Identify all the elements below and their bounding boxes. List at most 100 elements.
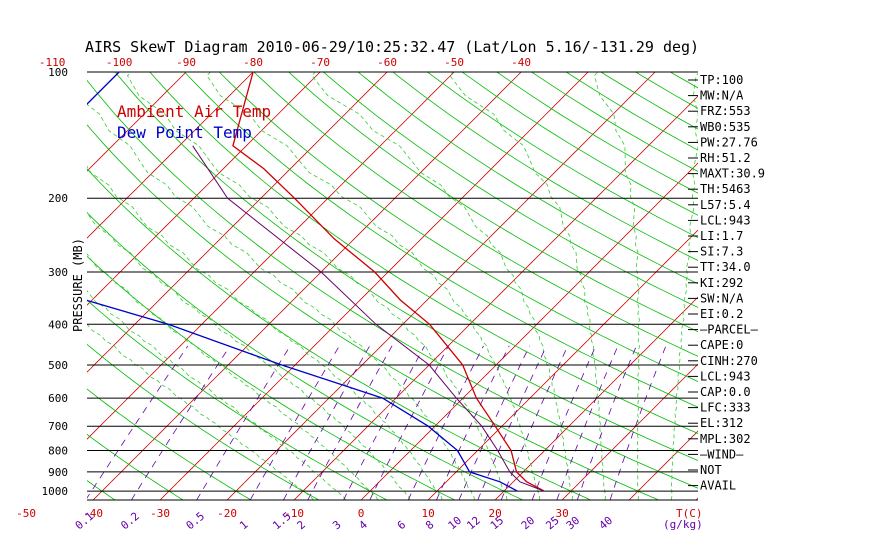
dry-adiabat-line [288,72,698,333]
mixing-ratio-line [609,345,667,500]
pressure-tick-label: 600 [48,392,68,405]
bottom-temp-tick-label: 0 [358,507,365,520]
pressure-tick-label: 900 [48,466,68,479]
mixing-ratio-line [576,345,637,500]
stat-label: EL:312 [700,416,743,430]
dry-adiabat-line [323,72,698,308]
moist-adiabat-line [126,72,508,500]
background-lines [0,72,870,500]
chart-title: AIRS SkewT Diagram 2010-06-29/10:25:32.4… [85,38,699,56]
isotherm-line [87,72,388,373]
stat-label: MAXT:30.9 [700,167,765,181]
stat-label: CAPE:0 [700,338,743,352]
temperature-profile-line [232,72,545,492]
pressure-tick-label: 1000 [42,485,69,498]
legend-dew-label: Dew Point Temp [117,123,252,142]
dry-adiabat-line [844,72,870,500]
moist-adiabat-line [206,72,540,500]
mixing-ratio-label: 40 [597,514,616,532]
dry-adiabat-line [357,72,698,285]
mixing-ratio-line [436,345,510,500]
mixing-ratio-label: 2 [295,518,308,532]
stat-label: RH:51.2 [700,151,751,165]
dry-adiabat-line [87,343,320,500]
stat-label: KI:292 [700,276,743,290]
stat-label: L57:5.4 [700,198,751,212]
mixing-ratio-label: 8 [423,518,436,532]
top-temp-tick-label: -110 [39,56,66,69]
moist-adiabat-line [593,72,640,500]
stat-label: TT:34.0 [700,260,751,274]
dry-adiabat-line [114,72,698,462]
isotherm-line [87,72,455,440]
stat-label: LCL:943 [700,369,751,383]
top-temp-tick-label: -80 [243,56,263,69]
bottom-temp-tick-label: 30 [555,507,568,520]
mixing-ratio-label: 1 [237,518,250,532]
dewpoint-profile-line [87,72,518,492]
stat-label: CAP:0.0 [700,385,751,399]
top-temp-tick-label: -50 [444,56,464,69]
stat-label: SI:7.3 [700,245,743,259]
dry-adiabat-line [87,124,659,500]
profile-lines [87,72,545,492]
stat-label: SW:N/A [700,291,744,305]
isotherm-line [427,229,698,500]
dry-adiabat-line [253,72,698,357]
axis-labels: 1002003004005006007008009001000-120-110-… [16,56,703,532]
bottom-temp-tick-label: -40 [83,507,103,520]
mixing-ratio-line [458,345,530,500]
stat-label: LFC:333 [700,401,751,415]
stat-label: AVAIL [700,479,736,493]
top-temp-tick-label: -100 [106,56,133,69]
mixing-ratio-label: 4 [356,518,370,532]
dry-adiabat-line [87,433,184,500]
moist-adiabat-line [311,72,573,500]
isotherm-line [561,363,698,500]
mixing-ratio-line [343,345,425,500]
isotherm-line [87,72,321,306]
mixing-ratio-line [500,345,569,500]
bottom-temp-tick-label: -30 [150,507,170,520]
isotherm-line [92,72,522,500]
mixing-ratio-label: 3 [330,518,343,532]
dry-adiabat-line [809,72,870,500]
dry-adiabat-line [392,72,698,261]
legend-temp-label: Ambient Air Temp [117,102,271,121]
isotherm-line [0,72,52,500]
mixing-ratio-label: 12 [464,514,483,532]
dry-adiabat-line [87,480,116,500]
pressure-tick-label: 500 [48,359,68,372]
isotherm-line [159,72,589,500]
mixing-ratio-line [249,345,340,500]
stat-label: WB0:535 [700,120,751,134]
temp-unit-label: T(C) [676,507,703,520]
isobars [87,71,698,501]
stat-label: EI:0.2 [700,307,743,321]
mixing-ratio-label: 20 [519,514,538,532]
dry-adiabat-line [184,72,698,408]
pressure-tick-label: 800 [48,445,68,458]
isotherm-line [628,430,698,500]
stat-label: –PARCEL– [700,323,759,337]
stat-label: MPL:302 [700,432,751,446]
mixing-ratio-line [556,345,619,500]
legend: Ambient Air Temp Dew Point Temp [117,102,271,142]
dry-adiabat-line [87,79,698,489]
dry-adiabat-line [775,72,870,500]
pressure-tick-label: 300 [48,266,68,279]
mixing-ratio-line [87,345,189,499]
stat-label: FRZ:553 [700,104,751,118]
dry-adiabat-line [219,72,698,382]
stat-label: LCL:943 [700,213,751,227]
mixing-ratio-line [196,345,291,500]
dry-adiabat-line [87,212,523,500]
y-axis-label: PRESSURE (MB) [71,238,85,332]
mixing-ratio-line [283,345,371,500]
stat-label: PW:27.76 [700,135,758,149]
dry-adiabat-line [87,388,252,500]
moist-adiabat-line [87,103,475,500]
mixing-ratio-line [407,345,484,500]
